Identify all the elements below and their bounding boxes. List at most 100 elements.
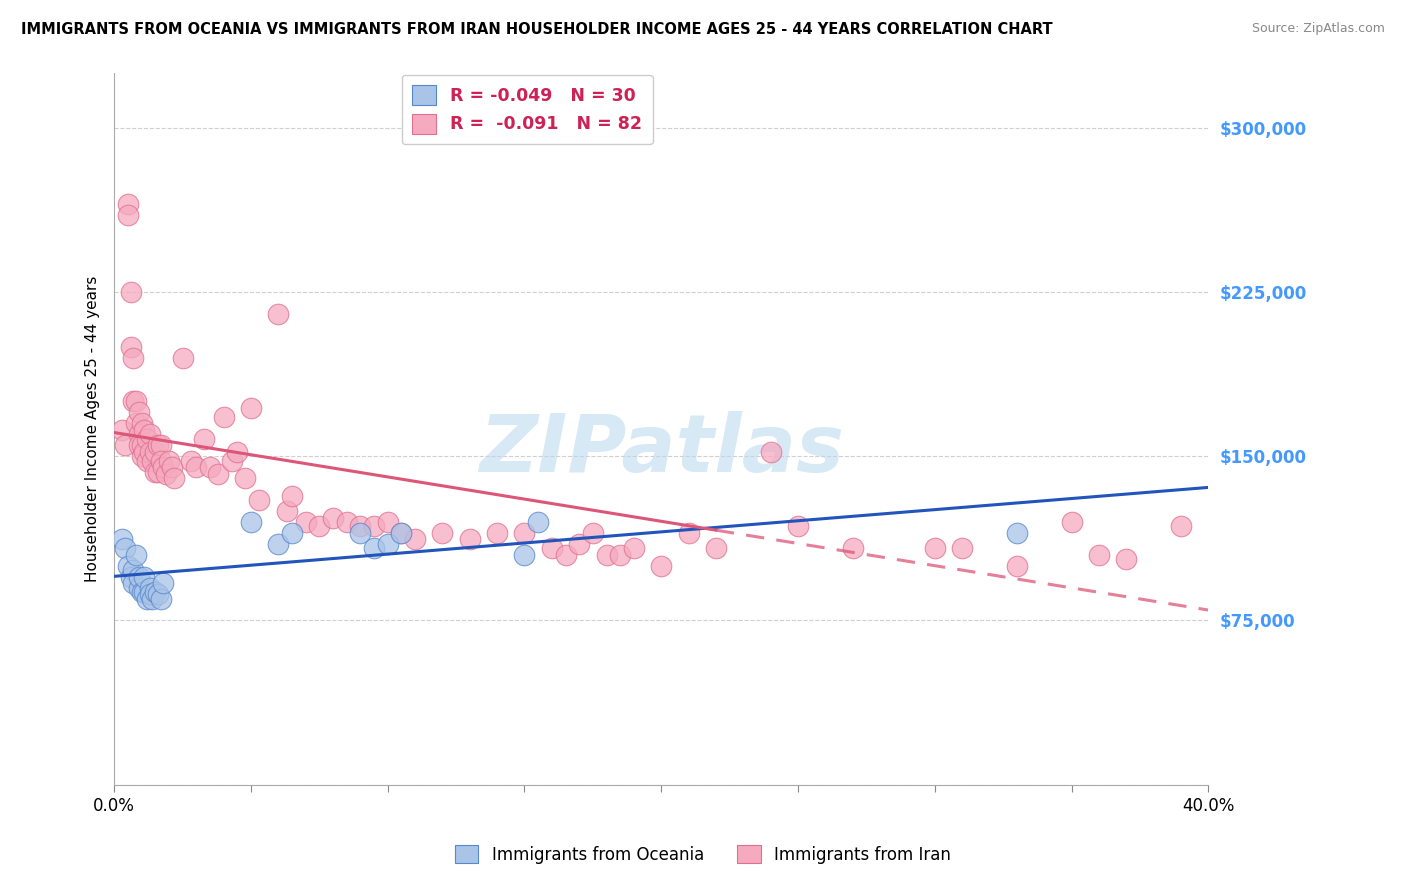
Point	[554, 548, 576, 562]
Point	[120, 340, 142, 354]
Point	[1170, 519, 1192, 533]
Point	[193, 432, 215, 446]
Point	[363, 541, 385, 556]
Point	[139, 581, 162, 595]
Point	[458, 533, 481, 547]
Point	[134, 570, 156, 584]
Legend: Immigrants from Oceania, Immigrants from Iran: Immigrants from Oceania, Immigrants from…	[449, 838, 957, 871]
Point	[650, 558, 672, 573]
Point	[267, 307, 290, 321]
Point	[308, 519, 330, 533]
Point	[221, 453, 243, 467]
Point	[117, 558, 139, 573]
Point	[787, 519, 810, 533]
Point	[155, 467, 177, 481]
Point	[131, 417, 153, 431]
Point	[404, 533, 426, 547]
Point	[336, 515, 359, 529]
Point	[128, 427, 150, 442]
Point	[163, 471, 186, 485]
Point	[125, 394, 148, 409]
Point	[377, 537, 399, 551]
Point	[678, 525, 700, 540]
Point	[131, 585, 153, 599]
Point	[389, 525, 412, 540]
Text: IMMIGRANTS FROM OCEANIA VS IMMIGRANTS FROM IRAN HOUSEHOLDER INCOME AGES 25 - 44 : IMMIGRANTS FROM OCEANIA VS IMMIGRANTS FR…	[21, 22, 1053, 37]
Point	[363, 519, 385, 533]
Point	[146, 587, 169, 601]
Point	[623, 541, 645, 556]
Point	[160, 460, 183, 475]
Point	[114, 541, 136, 556]
Point	[149, 453, 172, 467]
Point	[609, 548, 631, 562]
Point	[540, 541, 562, 556]
Point	[128, 570, 150, 584]
Point	[1005, 558, 1028, 573]
Point	[152, 460, 174, 475]
Point	[141, 453, 163, 467]
Point	[247, 493, 270, 508]
Point	[172, 351, 194, 365]
Point	[136, 591, 159, 606]
Point	[143, 585, 166, 599]
Point	[139, 445, 162, 459]
Point	[198, 460, 221, 475]
Point	[122, 394, 145, 409]
Point	[134, 445, 156, 459]
Point	[281, 525, 304, 540]
Point	[128, 581, 150, 595]
Point	[841, 541, 863, 556]
Point	[111, 423, 134, 437]
Point	[157, 453, 180, 467]
Point	[226, 445, 249, 459]
Point	[180, 453, 202, 467]
Point	[128, 405, 150, 419]
Point	[486, 525, 509, 540]
Point	[149, 591, 172, 606]
Point	[1005, 525, 1028, 540]
Point	[122, 563, 145, 577]
Point	[377, 515, 399, 529]
Point	[582, 525, 605, 540]
Point	[122, 576, 145, 591]
Point	[267, 537, 290, 551]
Point	[281, 489, 304, 503]
Point	[120, 285, 142, 299]
Point	[117, 208, 139, 222]
Point	[207, 467, 229, 481]
Point	[125, 548, 148, 562]
Point	[136, 453, 159, 467]
Point	[152, 576, 174, 591]
Text: ZIPatlas: ZIPatlas	[478, 411, 844, 489]
Point	[239, 401, 262, 415]
Text: Source: ZipAtlas.com: Source: ZipAtlas.com	[1251, 22, 1385, 36]
Point	[111, 533, 134, 547]
Legend: R = -0.049   N = 30, R =  -0.091   N = 82: R = -0.049 N = 30, R = -0.091 N = 82	[402, 75, 652, 145]
Point	[924, 541, 946, 556]
Point	[141, 591, 163, 606]
Point	[149, 438, 172, 452]
Point	[235, 471, 257, 485]
Point	[759, 445, 782, 459]
Point	[114, 438, 136, 452]
Point	[239, 515, 262, 529]
Point	[131, 438, 153, 452]
Point	[950, 541, 973, 556]
Point	[186, 460, 208, 475]
Point	[349, 525, 371, 540]
Point	[595, 548, 617, 562]
Point	[322, 510, 344, 524]
Point	[143, 465, 166, 479]
Point	[117, 197, 139, 211]
Point	[122, 351, 145, 365]
Point	[513, 525, 536, 540]
Point	[349, 519, 371, 533]
Point	[146, 465, 169, 479]
Point	[136, 432, 159, 446]
Point	[134, 585, 156, 599]
Point	[139, 427, 162, 442]
Point	[704, 541, 727, 556]
Point	[1088, 548, 1111, 562]
Point	[128, 438, 150, 452]
